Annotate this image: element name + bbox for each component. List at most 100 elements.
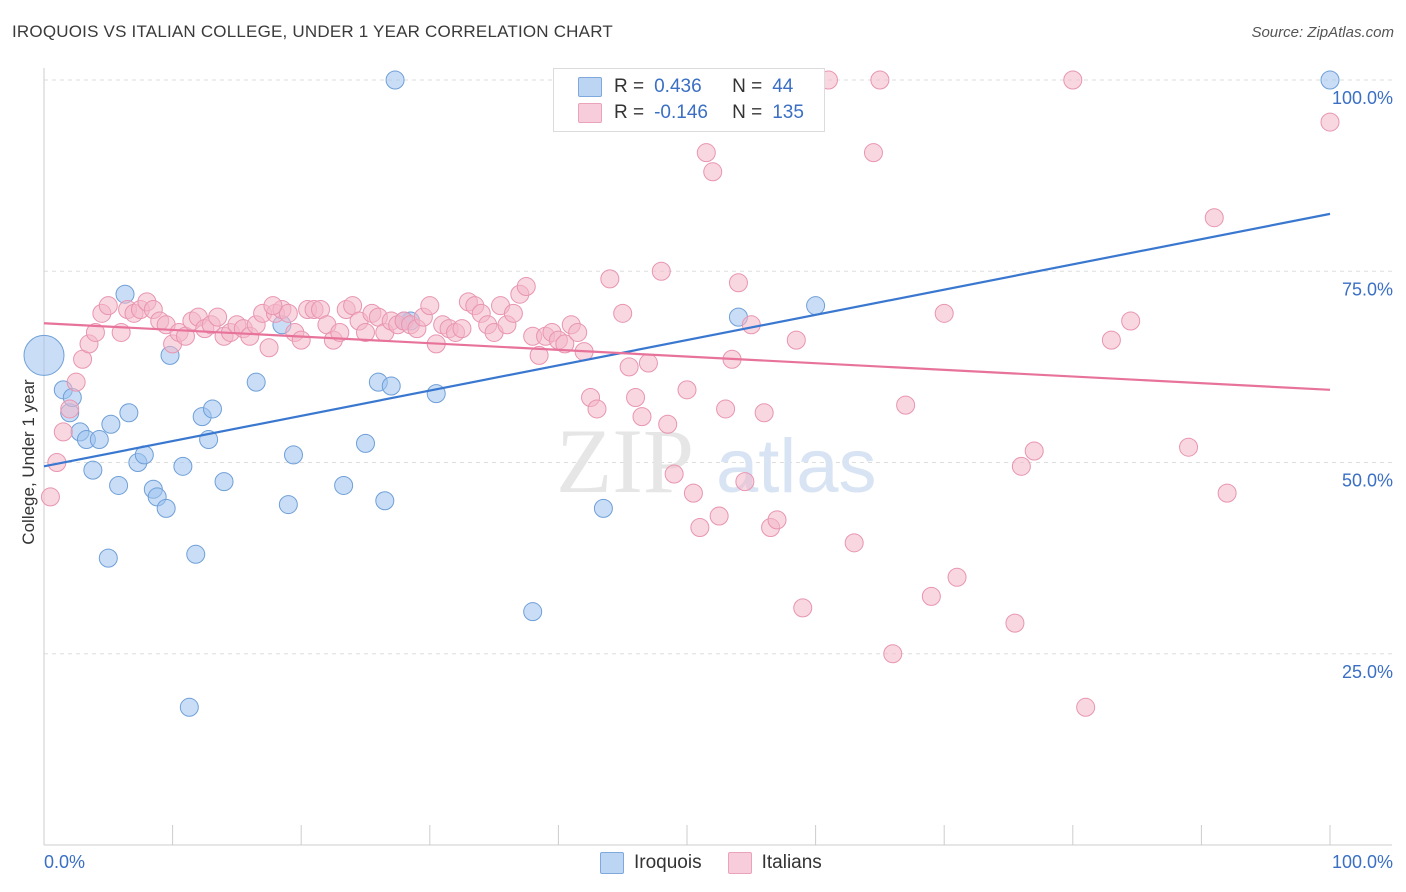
legend-r-value: 0.436 [654, 76, 702, 97]
legend-row-italians: R = -0.146 N = 135 [578, 101, 804, 125]
point-italians [1179, 437, 1199, 457]
point-iroquois [1320, 70, 1340, 90]
point-italians [356, 322, 375, 342]
point-italians [664, 464, 684, 484]
legend-label-iroquois: Iroquois [634, 852, 702, 873]
point-italians [1101, 330, 1121, 350]
legend-n-value: 135 [772, 102, 804, 123]
point-italians [1005, 613, 1025, 633]
y-tick-label: 75.0% [1342, 279, 1393, 299]
data-points [23, 70, 1340, 717]
y-axis-label: College, Under 1 year [19, 379, 38, 545]
legend-r-label: R = [614, 102, 645, 123]
point-iroquois [593, 498, 613, 518]
point-iroquois [375, 491, 395, 511]
point-italians [716, 399, 736, 419]
point-italians [529, 345, 549, 365]
point-italians [638, 353, 658, 373]
x-tick-label: 0.0% [44, 852, 85, 872]
point-italians [626, 387, 646, 407]
point-italians [741, 315, 761, 335]
point-italians [1011, 456, 1031, 476]
point-italians [754, 403, 774, 423]
point-italians [259, 338, 279, 358]
point-italians [452, 319, 472, 339]
point-iroquois [202, 399, 222, 419]
point-italians [66, 372, 86, 392]
legend-swatch-iroquois [578, 77, 602, 97]
point-italians [1217, 483, 1237, 503]
point-italians [947, 567, 967, 587]
trend-lines [43, 212, 1331, 468]
point-iroquois [109, 475, 129, 495]
point-iroquois [89, 430, 109, 450]
legend-n-label: N = [732, 102, 763, 123]
y-tick-label: 50.0% [1342, 471, 1393, 491]
legend-swatch-italians [727, 852, 752, 874]
point-italians [53, 422, 73, 442]
point-iroquois [246, 372, 266, 392]
gridlines [44, 79, 1392, 655]
point-italians [709, 506, 729, 526]
point-iroquois [98, 548, 118, 568]
point-italians [735, 472, 755, 492]
point-italians [696, 143, 716, 163]
legend-r-label: R = [614, 76, 645, 97]
correlation-legend: R = 0.436 N = 44 R = -0.146 N = 135 [553, 68, 825, 132]
point-italians [85, 322, 105, 342]
point-iroquois [179, 697, 199, 717]
point-italians [516, 277, 536, 297]
legend-n-label: N = [732, 76, 763, 97]
point-italians [883, 644, 903, 664]
point-italians [1204, 208, 1224, 228]
point-iroquois [23, 334, 65, 376]
legend-n-value: 44 [772, 76, 794, 97]
point-italians [844, 533, 864, 553]
legend-item-italians[interactable]: Italians [727, 852, 822, 874]
point-italians [683, 483, 703, 503]
point-italians [786, 330, 806, 350]
point-italians [278, 303, 298, 323]
legend-item-iroquois[interactable]: Iroquois [600, 852, 702, 874]
point-iroquois [186, 544, 206, 564]
point-italians [793, 598, 813, 618]
legend-swatch-italians [578, 103, 602, 123]
watermark: ZIP atlas [556, 410, 877, 512]
legend-label-italians: Italians [761, 852, 822, 873]
point-iroquois [806, 296, 826, 316]
point-italians [658, 414, 678, 434]
point-italians [503, 303, 523, 323]
axes [43, 68, 1392, 846]
trend-line-iroquois [43, 212, 1331, 468]
point-italians [1063, 70, 1083, 90]
x-tick-label: 100.0% [1332, 852, 1393, 872]
point-iroquois [119, 403, 139, 423]
point-italians [651, 261, 671, 281]
legend-row-iroquois: R = 0.436 N = 44 [578, 75, 793, 99]
point-iroquois [356, 433, 375, 453]
point-italians [587, 399, 607, 419]
source-credit: Source: ZipAtlas.com [1251, 24, 1394, 41]
point-italians [420, 296, 440, 316]
point-iroquois [173, 456, 193, 476]
trend-line-italians [43, 322, 1331, 391]
series-legend: Iroquois Italians [600, 852, 848, 874]
point-iroquois [334, 475, 354, 495]
point-italians [263, 296, 283, 316]
point-italians [619, 357, 639, 377]
point-italians [98, 296, 118, 316]
point-italians [728, 273, 748, 293]
point-italians [600, 269, 620, 289]
point-iroquois [101, 414, 121, 434]
point-italians [40, 487, 60, 507]
point-italians [677, 380, 697, 400]
point-italians [863, 143, 883, 163]
point-iroquois [283, 445, 303, 465]
point-iroquois [385, 70, 405, 90]
point-iroquois [523, 602, 543, 622]
point-italians [690, 518, 710, 538]
point-italians [1121, 311, 1141, 331]
point-italians [1024, 441, 1044, 461]
point-italians [703, 162, 723, 182]
